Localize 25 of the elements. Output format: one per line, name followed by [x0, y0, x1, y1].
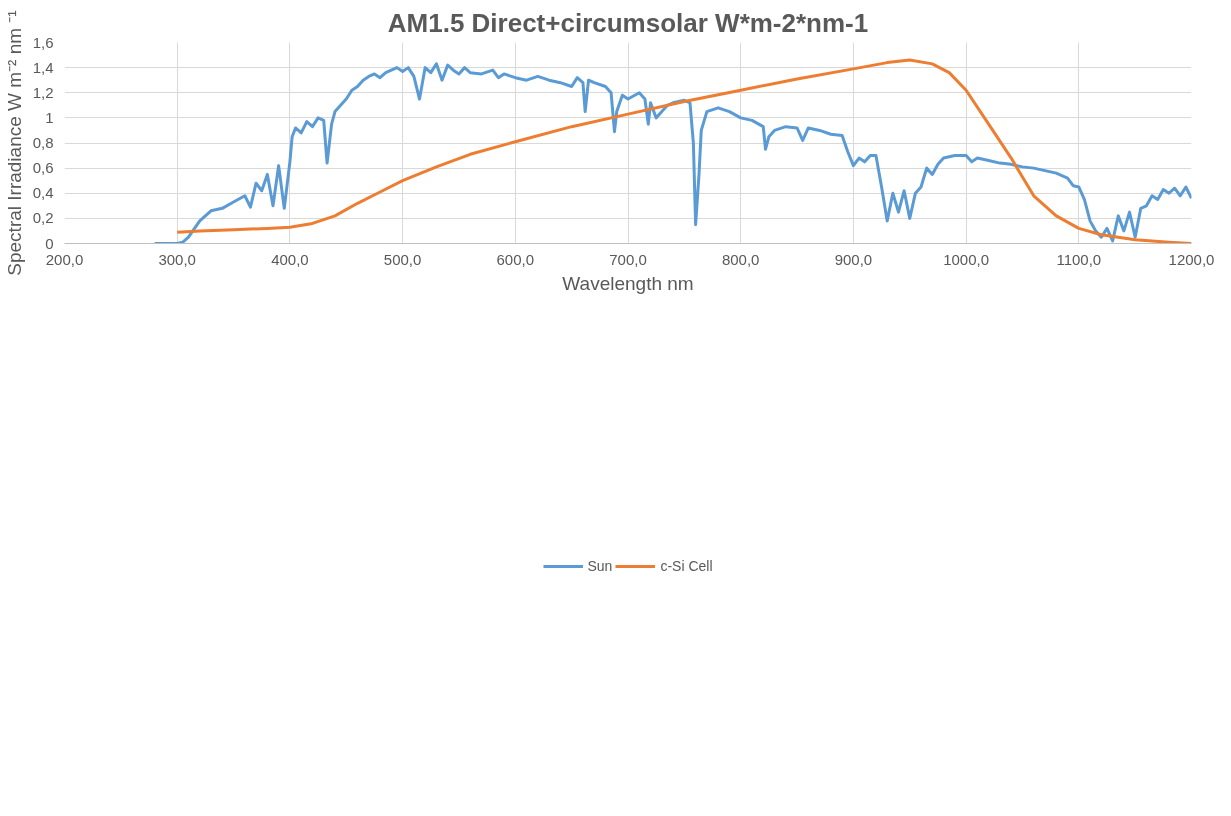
x-tick-label: 800,0: [721, 250, 760, 268]
x-tick-label: 500,0: [383, 250, 422, 268]
x-tick-label: 1000,0: [943, 250, 990, 268]
y-tick-label: 0: [45, 234, 54, 252]
legend-label: c-Si Cell: [660, 558, 713, 574]
y-tick-label: 1,4: [32, 58, 54, 76]
x-tick-label: 300,0: [158, 250, 196, 268]
x-tick-label: 1100,0: [1056, 250, 1102, 268]
y-axis-title: Spectral Irradiance W m⁻² nm ⁻¹: [3, 10, 25, 276]
y-tick-label: 1: [45, 108, 54, 126]
x-tick-label: 900,0: [834, 250, 873, 268]
x-tick-label: 400,0: [271, 250, 309, 268]
y-tick-label: 0,2: [32, 209, 54, 227]
y-tick-label: 1,6: [32, 33, 54, 51]
x-axis-title: Wavelength nm: [562, 272, 694, 294]
x-tick-label: 600,0: [496, 250, 535, 268]
legend-label: Sun: [587, 558, 613, 574]
y-tick-label: 0,6: [32, 159, 54, 177]
x-tick-label: 200,0: [45, 250, 84, 268]
y-tick-label: 1,2: [32, 83, 54, 101]
y-tick-label: 0,8: [32, 134, 54, 151]
x-tick-label: 1200,0: [1168, 250, 1215, 268]
chart-title: AM1.5 Direct+circumsolar W*m-2*nm-1: [387, 7, 869, 38]
x-tick-label: 700,0: [609, 250, 647, 268]
y-tick-label: 0,4: [32, 184, 54, 202]
